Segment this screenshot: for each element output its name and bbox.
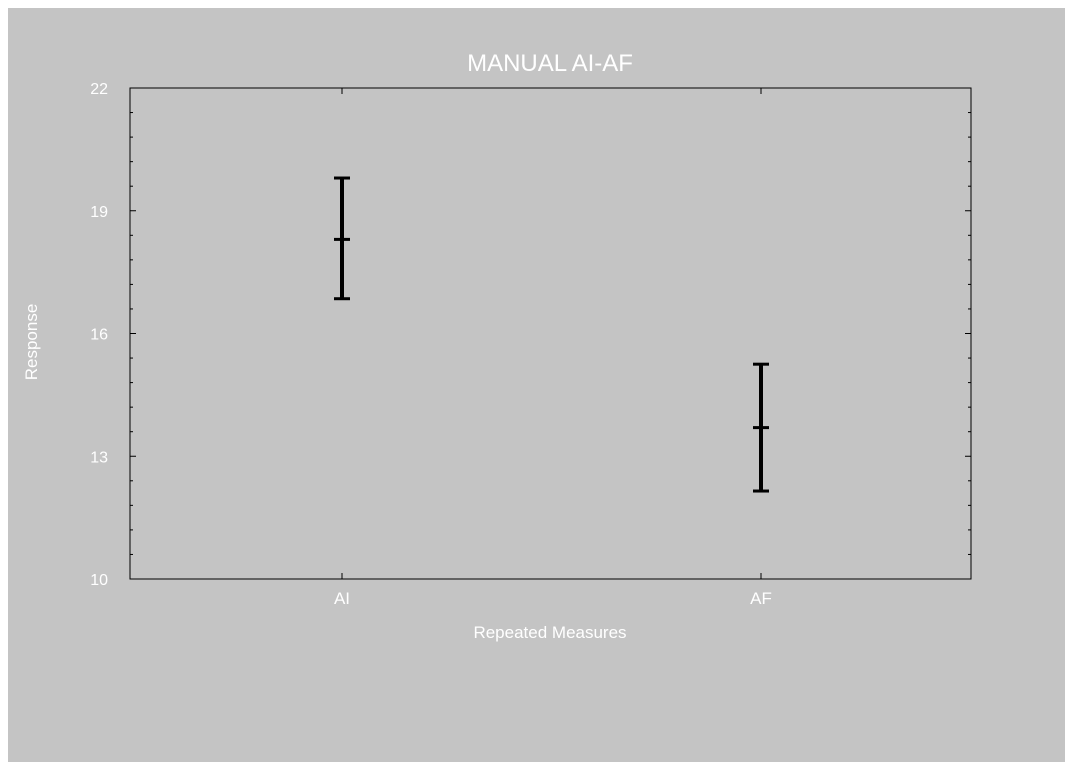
y-tick-label: 13 xyxy=(90,449,108,466)
axis-ticks xyxy=(130,87,971,580)
y-axis-label: Response xyxy=(22,304,41,381)
y-tick-label: 10 xyxy=(90,572,108,589)
error-bar xyxy=(334,176,350,301)
y-tick-label: 16 xyxy=(90,327,108,344)
chart-title: MANUAL AI-AF xyxy=(467,50,633,77)
tick-labels: 10 13 16 19 22 AI AF xyxy=(90,81,772,608)
chart-canvas: MANUAL AI-AF Response Repeated Measures … xyxy=(8,8,1065,762)
error-bar xyxy=(753,362,769,493)
error-bars xyxy=(334,176,769,493)
x-tick-label: AF xyxy=(750,589,772,608)
plot-area-frame xyxy=(129,87,972,580)
error-bar-chart: MANUAL AI-AF Response Repeated Measures … xyxy=(22,50,972,642)
x-tick-label: AI xyxy=(334,589,350,608)
x-axis-label: Repeated Measures xyxy=(473,623,626,642)
y-tick-label: 22 xyxy=(90,81,108,98)
y-tick-label: 19 xyxy=(90,204,108,221)
